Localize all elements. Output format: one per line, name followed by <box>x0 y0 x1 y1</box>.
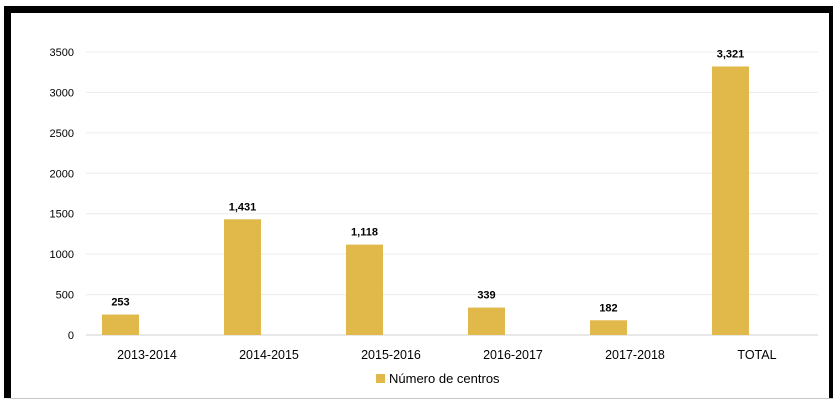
data-label: 182 <box>599 302 617 314</box>
data-label: 1,431 <box>229 201 257 213</box>
x-category-label: 2017-2018 <box>605 348 665 362</box>
bars <box>102 66 749 336</box>
x-category-label: 2016-2017 <box>483 348 543 362</box>
x-category-label: 2015-2016 <box>361 348 421 362</box>
data-label: 3,321 <box>717 48 745 60</box>
x-category-label: 2013-2014 <box>117 348 177 362</box>
x-category-label: 2014-2015 <box>239 348 299 362</box>
chart-frame <box>4 6 833 398</box>
bar <box>712 66 749 336</box>
gridlines <box>86 51 818 336</box>
y-tick-label: 3500 <box>50 47 74 59</box>
data-label: 253 <box>111 297 129 309</box>
x-category-label: TOTAL <box>737 348 776 362</box>
data-labels: 253 1,431 1,118 339 182 3,321 <box>111 48 744 314</box>
legend-swatch <box>376 374 385 383</box>
y-axis-ticks: 0 500 1000 1500 2000 2500 3000 3500 <box>50 47 74 342</box>
bar <box>346 244 383 335</box>
y-tick-label: 3000 <box>50 87 74 99</box>
bar <box>468 307 505 335</box>
data-label: 1,118 <box>351 227 378 239</box>
bar <box>224 219 261 335</box>
y-tick-label: 500 <box>56 290 74 302</box>
bar <box>590 320 627 335</box>
legend: Número de centros <box>376 371 500 386</box>
y-tick-label: 2000 <box>50 168 74 180</box>
y-tick-label: 1000 <box>50 249 74 261</box>
bar <box>102 314 139 335</box>
y-tick-label: 0 <box>68 330 74 342</box>
data-label: 339 <box>477 290 495 302</box>
y-tick-label: 2500 <box>50 128 74 140</box>
x-axis-categories: 2013-2014 2014-2015 2015-2016 2016-2017 2017… <box>117 348 776 362</box>
y-tick-label: 1500 <box>50 209 74 221</box>
legend-label: Número de centros <box>389 371 500 386</box>
